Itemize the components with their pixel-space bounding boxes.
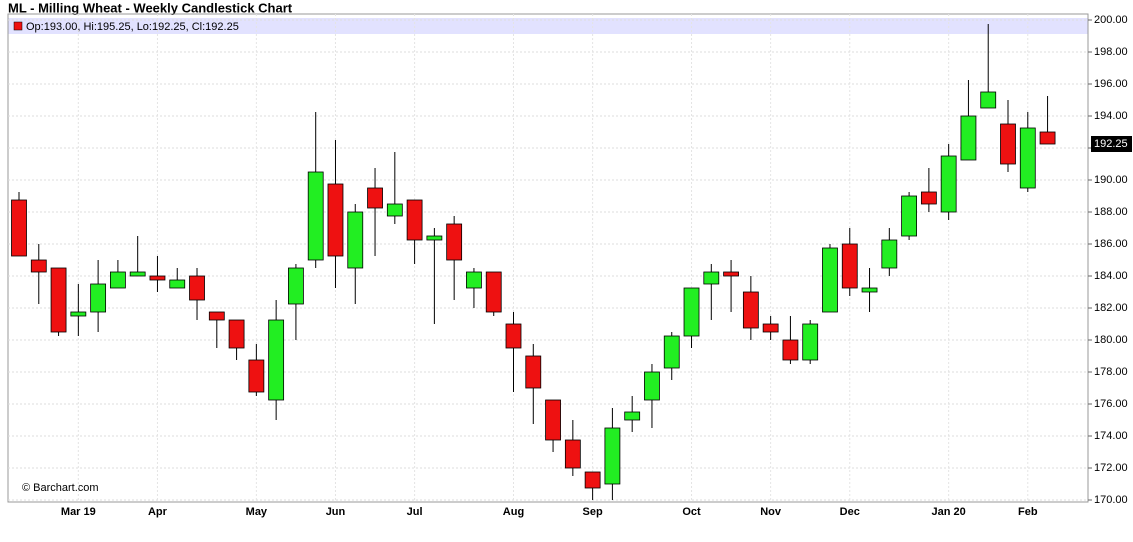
candle-body	[762, 323, 779, 333]
candle-body	[110, 271, 126, 289]
x-tick-label: Jan 20	[932, 506, 966, 518]
candle-body	[50, 267, 67, 333]
x-tick-label: Dec	[840, 506, 860, 518]
y-tick-label: 172.00	[1094, 462, 1128, 474]
last-price-box	[1091, 136, 1132, 152]
candle-body	[327, 183, 344, 257]
y-tick-label: 182.00	[1094, 302, 1128, 314]
candle-body	[248, 359, 265, 393]
y-tick-label: 178.00	[1094, 366, 1128, 378]
candle-body	[347, 211, 364, 269]
legend-icon	[13, 21, 23, 31]
y-tick-label: 200.00	[1094, 14, 1128, 26]
candle-body	[386, 203, 403, 217]
candle-body	[70, 311, 87, 317]
candle-body	[446, 223, 463, 261]
candle-body	[683, 287, 700, 337]
candle-body	[485, 271, 502, 313]
candle-body	[901, 195, 917, 237]
y-tick-label: 184.00	[1094, 270, 1128, 282]
candle-body	[288, 267, 304, 305]
candle-body	[367, 187, 383, 209]
candle-body	[525, 355, 542, 389]
candle-body	[208, 311, 225, 321]
candle-body	[1019, 127, 1036, 189]
candle-body	[149, 275, 166, 281]
candle-body	[545, 399, 561, 441]
x-tick-label: Apr	[148, 506, 168, 518]
y-tick-label: 188.00	[1094, 206, 1128, 218]
candle-body	[802, 323, 819, 361]
candle-body	[723, 271, 739, 277]
candle-body	[129, 271, 146, 277]
y-tick-label: 174.00	[1094, 430, 1128, 442]
candle-body	[307, 171, 324, 261]
x-tick-label: Feb	[1018, 506, 1038, 518]
x-tick-label: Oct	[682, 506, 701, 518]
candle-body	[940, 155, 957, 213]
plot-frame	[7, 13, 1089, 503]
candle-body	[90, 283, 107, 313]
candle-body	[861, 287, 878, 293]
candle-body	[604, 427, 621, 485]
candle-body	[624, 411, 641, 421]
y-tick-label: 194.00	[1094, 110, 1128, 122]
candle-body	[169, 279, 186, 289]
y-tick-label: 170.00	[1094, 494, 1128, 506]
candle-body	[644, 371, 660, 401]
x-tick-label: Jul	[407, 506, 423, 518]
candle-body	[30, 259, 47, 273]
x-tick-label: Nov	[760, 506, 782, 518]
x-tick-label: Aug	[503, 506, 524, 518]
y-tick-label: 176.00	[1094, 398, 1128, 410]
legend-band	[8, 18, 1088, 34]
candle-body	[703, 271, 720, 285]
candle-body	[228, 319, 245, 349]
y-tick-label: 180.00	[1094, 334, 1128, 346]
candle-body	[920, 191, 937, 205]
y-tick-label: 186.00	[1094, 238, 1128, 250]
last-price-label: 192.25	[1094, 138, 1128, 150]
candle-body	[406, 199, 423, 241]
candle-body	[11, 199, 27, 257]
y-tick-label: 196.00	[1094, 78, 1128, 90]
candle-body	[268, 319, 285, 401]
candle-body	[584, 471, 601, 489]
x-tick-label: Jun	[326, 506, 346, 518]
y-tick-label: 198.00	[1094, 46, 1128, 58]
candle-body	[822, 247, 838, 313]
candle-body	[960, 115, 977, 161]
x-tick-label: Sep	[583, 506, 603, 518]
x-tick-label: Mar 19	[61, 506, 96, 518]
legend-text: Op:193.00, Hi:195.25, Lo:192.25, Cl:192.…	[26, 21, 239, 33]
y-tick-label: 190.00	[1094, 174, 1128, 186]
candle-body	[881, 239, 898, 269]
candle-body	[466, 271, 482, 289]
candle-body	[841, 243, 858, 289]
chart-title: ML - Milling Wheat - Weekly Candlestick …	[8, 0, 293, 15]
candle-body	[980, 91, 997, 109]
x-tick-label: May	[246, 506, 268, 518]
candle-body	[1039, 131, 1056, 145]
candle-body	[189, 275, 205, 301]
candle-body	[426, 235, 443, 241]
candle-body	[663, 335, 680, 369]
candle-body	[505, 323, 522, 349]
candle-body	[782, 339, 799, 361]
candle-body	[742, 291, 759, 329]
source: © Barchart.com	[22, 482, 99, 494]
candle-body	[564, 439, 581, 469]
candle-body	[1000, 123, 1016, 165]
